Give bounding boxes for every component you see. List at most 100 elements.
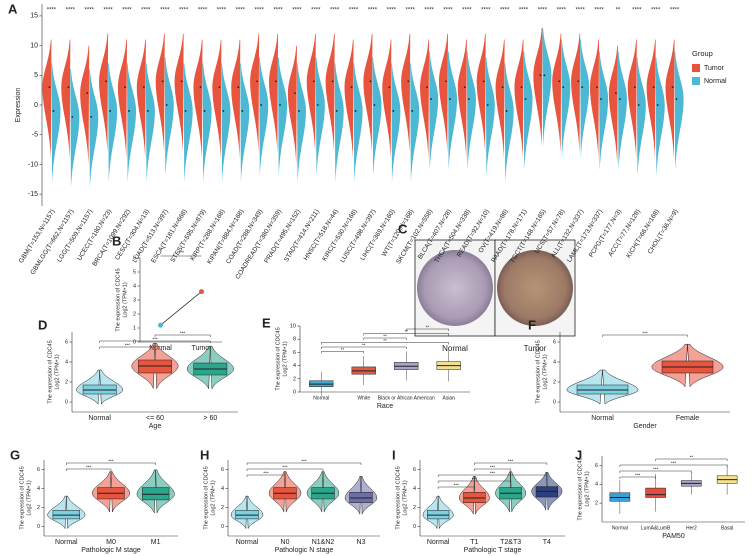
y-tick-label: 6 [595, 463, 598, 469]
significance: ** [383, 334, 387, 339]
violin-half [495, 39, 505, 159]
median-dot [445, 80, 447, 83]
violin-half [164, 57, 174, 177]
violin [566, 369, 639, 405]
median-dot [449, 98, 451, 100]
median-dot [520, 86, 523, 89]
median-dot [294, 92, 296, 95]
y-tick-label: 6 [293, 350, 296, 356]
sig-bracket [66, 468, 112, 471]
violin [47, 495, 86, 530]
violin-half [89, 69, 99, 189]
x-tick-label: Normal [591, 415, 614, 422]
y-tick-label: 2 [37, 505, 40, 511]
median-dot [109, 110, 111, 112]
significance: **** [160, 8, 170, 14]
x-tick-label: M1 [151, 539, 161, 546]
ihc-image-normal [417, 250, 493, 326]
violin-half [250, 33, 260, 153]
violin-half [382, 39, 392, 159]
median-dot [256, 80, 259, 83]
y-axis-label: The expression of CDC45 [19, 466, 25, 529]
violin-half [334, 63, 344, 183]
violin-half [193, 39, 203, 159]
sig-bracket [602, 334, 688, 337]
y-tick-label: -10 [28, 161, 38, 168]
violin-half [221, 63, 231, 183]
significance: **** [122, 8, 132, 14]
median-dot [596, 86, 598, 89]
median-dot [633, 86, 636, 89]
violin-half [202, 63, 212, 183]
panel-letter: F [528, 317, 536, 332]
sig-bracket [474, 462, 548, 465]
significance: **** [594, 8, 604, 14]
panel-letter: H [200, 447, 209, 462]
significance: **** [387, 8, 397, 14]
y-tick-label: -15 [28, 191, 38, 198]
violin-half [533, 27, 543, 147]
violin-half [174, 33, 184, 153]
sig-bracket [154, 334, 211, 337]
significance: **** [500, 8, 510, 14]
panel-letter: D [38, 317, 47, 332]
significance: *** [263, 471, 269, 476]
significance: **** [66, 8, 76, 14]
median-dot [671, 86, 674, 89]
sig-bracket [363, 337, 407, 340]
significance: **** [519, 8, 529, 14]
sig-bracket [99, 340, 211, 343]
x-axis-label: PAM50 [662, 533, 685, 540]
violin-half [155, 33, 165, 153]
violin-half [278, 57, 288, 177]
significance: ** [404, 329, 408, 334]
significance: ** [362, 343, 366, 348]
x-tick-label: LAML(T=173,N=337) [566, 208, 604, 263]
median-dot [411, 110, 414, 112]
median-dot [199, 86, 202, 89]
median-dot [279, 104, 281, 106]
paired-line [160, 291, 202, 326]
x-tick-label: N3 [357, 539, 366, 546]
violin-half [353, 63, 363, 183]
median-dot [675, 98, 678, 100]
y-axis-label: Log2 (TPM+1) [542, 354, 548, 389]
significance: *** [454, 483, 460, 488]
x-tick-label: KIRP(T=288,N=168) [189, 208, 226, 262]
x-tick-label: LUSC(T=498,N=397) [339, 208, 377, 264]
x-tick-label: Asian [442, 395, 455, 401]
violin-half [476, 33, 486, 153]
y-tick-label: 6 [37, 467, 40, 473]
violin-half [42, 39, 52, 159]
violin [76, 369, 124, 405]
violin-half [240, 63, 250, 183]
median-dot [298, 110, 300, 112]
x-tick-label: M0 [106, 539, 116, 546]
sig-bracket [619, 464, 728, 467]
violin-half [325, 33, 335, 153]
x-axis-label: Pathologic M stage [81, 547, 141, 554]
y-axis-label: Log2 (TPM+1) [54, 354, 60, 389]
y-tick-label: 2 [413, 505, 416, 511]
y-tick-label: 2 [293, 376, 296, 382]
significance: **** [557, 8, 567, 14]
significance: *** [108, 459, 114, 464]
significance: *** [472, 477, 478, 482]
x-tick-label: LumA&LumB [641, 525, 671, 531]
panel-letter: I [392, 447, 396, 462]
median-dot [501, 86, 504, 89]
significance: **** [349, 8, 359, 14]
y-tick-label: 2 [553, 379, 556, 385]
violin-half [259, 57, 269, 177]
x-tick-label: N0 [281, 539, 290, 546]
significance: **** [254, 8, 264, 14]
legend-swatch [692, 64, 700, 72]
median-dot [71, 115, 74, 118]
violin-half [344, 39, 354, 159]
violin-half [80, 45, 90, 165]
violin-half [108, 63, 118, 183]
median-dot [562, 86, 565, 89]
y-axis-label: Log2 (TPM+1) [26, 480, 32, 515]
paired-point [158, 322, 163, 328]
violin [531, 472, 563, 511]
